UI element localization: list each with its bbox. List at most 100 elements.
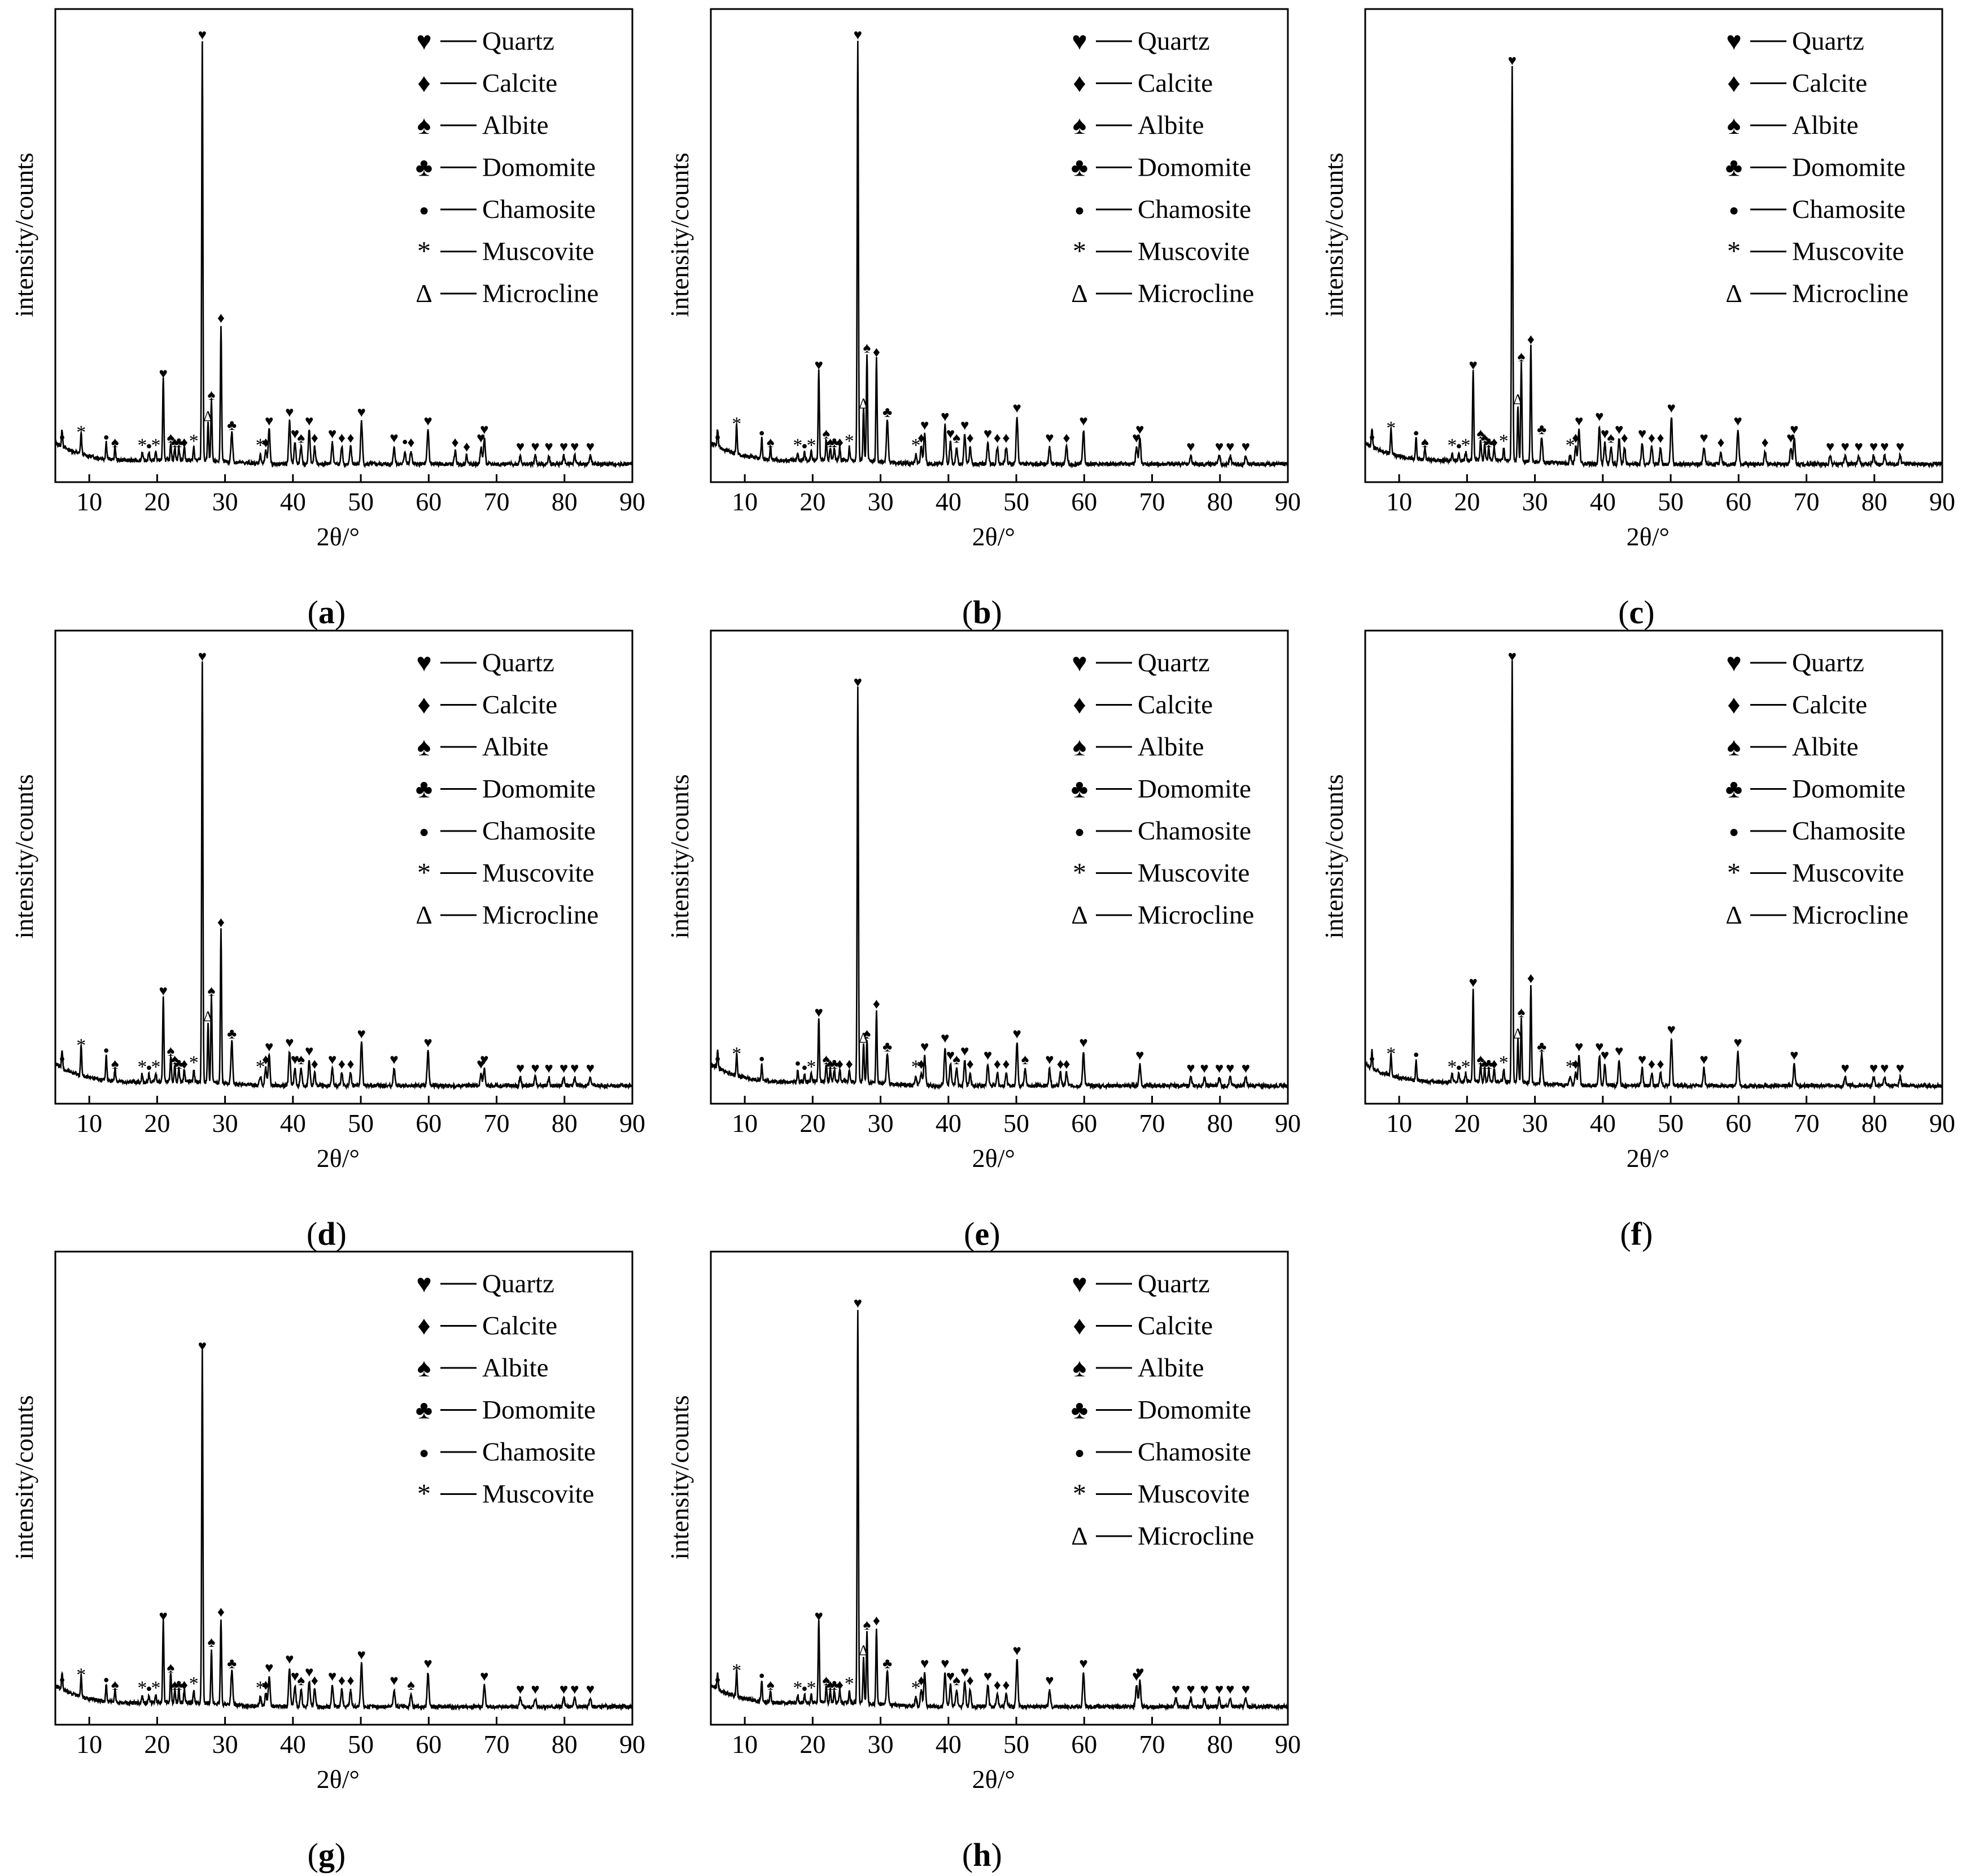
x-tick-label: 40 [1590,487,1616,516]
xrd-panel-f: ● * ●*●*♥♠♠♣♦ *♥Δ♠♦♣*♦♥ ♥♥ ♥♥ ♦ ♦♥♥♥♥♥ ♥ ♥ ♥10 20 30… [1319,629,1955,1252]
x-tick-label: 90 [1275,1730,1301,1759]
panel-label-close: ) [335,1215,346,1252]
legend-symbol-microcline: Δ [416,279,432,308]
peak-marker-quartz: ♥ [1826,438,1834,454]
legend-label-microcline: Microcline [1138,900,1254,930]
legend-label-albite: Albite [482,1353,548,1383]
legend-symbol-albite: ♠ [417,111,431,139]
peak-marker-calcite: ♦ [1762,434,1769,451]
y-axis-label: intensity/counts [10,774,38,938]
x-tick-label: 60 [1071,1730,1097,1759]
x-tick-label: 50 [348,1730,374,1759]
legend-label-quartz: Quartz [1792,27,1864,56]
x-tick-label: 50 [1658,487,1684,516]
legend-label-calcite: Calcite [482,690,557,720]
peak-marker-domomite: ♣ [882,1038,892,1055]
peak-marker-quartz: ♥ [1575,1038,1583,1055]
panel-label-open: ( [308,1836,318,1873]
peak-marker-albite: ♠ [863,1616,871,1633]
peak-marker-quartz: ♥ [570,1681,579,1697]
peak-marker-muscovite: * [76,1665,86,1686]
panel-label-close: ) [991,1836,1002,1873]
x-tick-label: 10 [76,487,102,516]
peak-marker-quartz: ♥ [984,1668,992,1685]
legend-label-muscovite: Muscovite [1792,237,1904,266]
peak-marker-muscovite: * [151,435,160,456]
peak-marker-calcite: ♦ [994,1677,1001,1693]
peak-marker-calcite: ♦ [1572,430,1579,446]
x-tick-label: 80 [1862,1109,1887,1138]
legend-symbol-albite: ♠ [1727,111,1741,139]
peak-marker-quartz: ♥ [1186,1060,1195,1076]
peak-marker-calcite: ♦ [1657,430,1664,446]
peak-marker-microcline: Δ [859,1642,868,1659]
peak-marker-quartz: ♥ [531,1060,539,1076]
peak-marker-quartz: ♥ [1172,1681,1180,1697]
legend-label-albite: Albite [1138,1353,1204,1383]
legend-symbol-quartz: ♥ [1072,648,1087,677]
x-tick-label: 90 [619,487,645,516]
peak-marker-quartz: ♥ [1790,1047,1798,1064]
peak-marker-quartz: ♥ [1135,421,1144,438]
peak-marker-muscovite: * [1461,1056,1470,1077]
peak-marker-calcite: ♦ [217,1604,225,1620]
plot-frame [54,8,633,483]
panel-label-letter: g [318,1836,335,1873]
peak-marker-muscovite: * [256,435,265,456]
peak-marker-quartz: ♥ [941,1030,949,1046]
peak-marker-chamosite: ● [59,1053,65,1064]
x-tick-label: 60 [1071,487,1097,516]
x-tick-label: 50 [1003,1109,1029,1138]
peak-marker-muscovite: * [1566,435,1575,456]
peak-marker-quartz: ♥ [1226,1060,1234,1076]
panel-label: (h) [962,1836,1002,1873]
peak-marker-domomite: ♣ [1537,1038,1546,1055]
peak-marker-domomite: ♣ [829,434,839,451]
peak-marker-quartz: ♥ [1013,1642,1021,1659]
x-tick-label: 80 [1207,487,1233,516]
peak-marker-quartz: ♥ [1841,1060,1849,1076]
legend-symbol-chamosite: ● [1074,1444,1085,1462]
peak-marker-quartz: ♥ [984,426,992,442]
peak-marker-muscovite: * [1499,431,1509,452]
legend-symbol-domomite: ♣ [416,775,432,803]
legend-symbol-calcite: ♦ [417,690,430,719]
peak-marker-quartz: ♥ [1469,974,1477,990]
x-tick-label: 60 [1725,487,1751,516]
peak-marker-albite: ♠ [111,434,119,451]
legend-symbol-chamosite: ● [419,201,429,220]
x-tick-label: 30 [1522,1109,1548,1138]
peak-marker-quartz: ♥ [946,1047,955,1064]
peak-marker-calcite: ♦ [1063,1056,1070,1072]
peak-marker-albite: ♠ [1481,1056,1489,1072]
panel-label-close: ) [335,594,346,631]
peak-marker-muscovite: * [137,435,147,456]
x-tick-label: 70 [484,1730,510,1759]
peak-marker-calcite: ♦ [836,1677,844,1693]
peak-marker-quartz: ♥ [516,1681,525,1697]
peak-marker-quartz: ♥ [1638,426,1646,442]
peak-marker-albite: ♠ [407,1677,415,1693]
peak-marker-quartz: ♥ [1733,413,1742,429]
peak-marker-quartz: ♥ [1869,438,1878,454]
legend-label-albite: Albite [1792,111,1858,140]
legend-label-microcline: Microcline [482,900,598,930]
x-tick-label: 10 [732,487,758,516]
peak-marker-quartz: ♥ [814,1608,823,1624]
peak-marker-chamosite: ● [759,427,765,439]
peak-marker-albite: ♠ [827,1677,834,1693]
peak-marker-muscovite: * [189,431,199,452]
peak-marker-quartz: ♥ [1699,1051,1708,1068]
peak-marker-quartz: ♥ [1200,1681,1208,1697]
peak-marker-muscovite: * [793,435,802,456]
legend-symbol-muscovite: * [417,858,431,888]
x-axis-label: 2θ/° [317,522,360,551]
x-tick-label: 30 [212,1109,238,1138]
peak-marker-calcite: ♦ [1063,430,1070,446]
peak-marker-calcite: ♦ [967,1672,974,1689]
peak-marker-albite: ♠ [822,1051,830,1068]
x-tick-label: 20 [799,1730,825,1759]
peak-marker-quartz: ♥ [1013,1026,1021,1042]
x-tick-label: 30 [212,1730,238,1759]
